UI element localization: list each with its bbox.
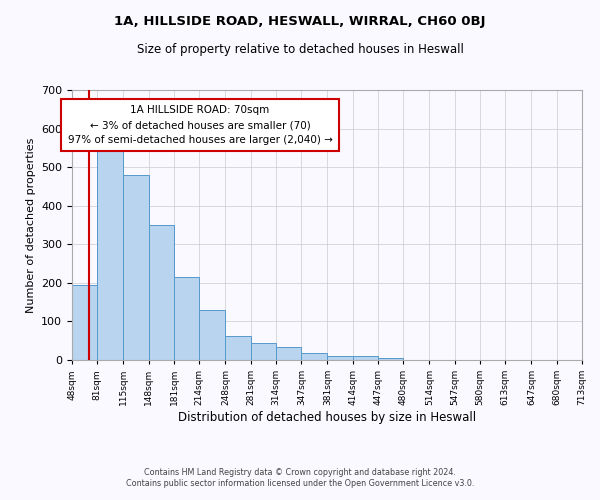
Bar [353,356,378,360]
Bar [97,134,124,360]
X-axis label: Distribution of detached houses by size in Heswall: Distribution of detached houses by size … [178,411,476,424]
Bar [301,353,328,360]
Bar [378,358,403,360]
Text: 1A HILLSIDE ROAD: 70sqm
← 3% of detached houses are smaller (70)
97% of semi-det: 1A HILLSIDE ROAD: 70sqm ← 3% of detached… [68,106,332,145]
Text: Size of property relative to detached houses in Heswall: Size of property relative to detached ho… [137,42,463,56]
Bar [174,277,199,360]
Text: Contains HM Land Registry data © Crown copyright and database right 2024.
Contai: Contains HM Land Registry data © Crown c… [126,468,474,487]
Text: 1A, HILLSIDE ROAD, HESWALL, WIRRAL, CH60 0BJ: 1A, HILLSIDE ROAD, HESWALL, WIRRAL, CH60… [114,15,486,28]
Bar [226,336,251,360]
Bar [328,356,353,360]
Bar [199,310,226,360]
Bar [124,175,149,360]
Bar [251,344,276,360]
Y-axis label: Number of detached properties: Number of detached properties [26,138,35,312]
Bar [276,346,301,360]
Bar [72,285,97,360]
Bar [149,225,174,360]
